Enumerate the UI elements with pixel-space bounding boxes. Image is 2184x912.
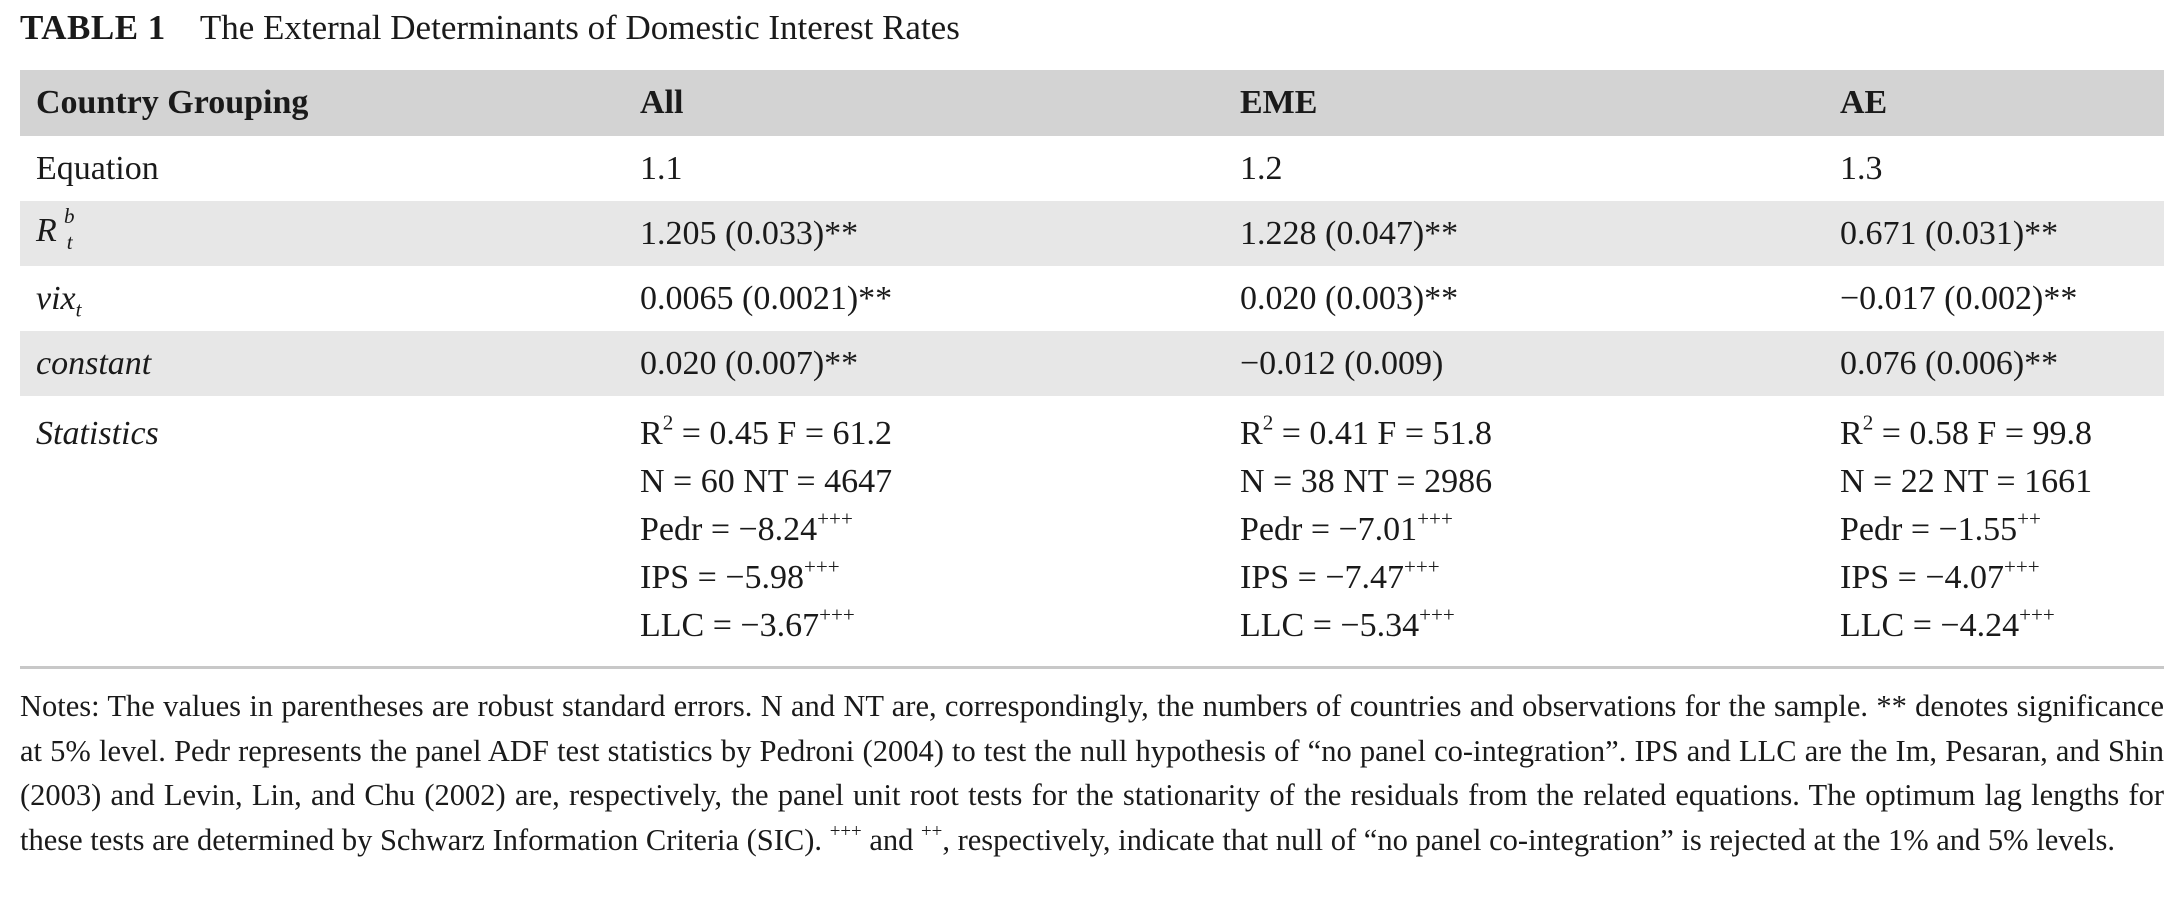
stat-pedr: Pedr = −7.01+++	[1240, 506, 1453, 548]
stat-ips: IPS = −5.98+++	[640, 554, 840, 596]
cell-vix-all: 0.0065 (0.0021)**	[640, 279, 893, 317]
stat-n-nt: N = 60 NT = 4647	[640, 463, 893, 500]
table-row-constant: constant 0.020 (0.007)** −0.012 (0.009) …	[20, 331, 2164, 396]
stat-llc: LLC = −3.67+++	[640, 602, 855, 644]
stat-n-nt: N = 38 NT = 2986	[1240, 463, 1493, 500]
cell-equation-ae: 1.3	[1840, 149, 1883, 187]
table-bottom-rule	[20, 666, 2164, 669]
results-table: Country Grouping All EME AE Equation 1.1…	[20, 70, 2164, 662]
stat-ips: IPS = −7.47+++	[1240, 554, 1440, 596]
table-row-statistics: Statistics R2 = 0.45 F = 61.2 N = 60 NT …	[20, 396, 2164, 662]
row-label-statistics: Statistics	[36, 415, 159, 452]
header-eme: EME	[1240, 70, 1840, 136]
cell-equation-all: 1.1	[640, 149, 683, 187]
header-country-grouping: Country Grouping	[20, 70, 640, 136]
cell-constant-eme: −0.012 (0.009)	[1240, 331, 1840, 396]
cell-statistics-ae: R2 = 0.58 F = 99.8 N = 22 NT = 1661 Pedr…	[1840, 396, 2164, 662]
cell-vix-ae: −0.017 (0.002)**	[1840, 279, 2078, 317]
table-caption: TABLE 1 The External Determinants of Dom…	[20, 0, 2164, 56]
table-row-equation: Equation 1.1 1.2 1.3	[20, 136, 2164, 201]
table-header-row: Country Grouping All EME AE	[20, 70, 2164, 136]
table-number: TABLE 1	[20, 8, 166, 47]
row-label-vix: vixt	[36, 279, 82, 321]
stat-n-nt: N = 22 NT = 1661	[1840, 463, 2093, 500]
table-figure: TABLE 1 The External Determinants of Dom…	[20, 0, 2164, 857]
cell-statistics-eme: R2 = 0.41 F = 51.8 N = 38 NT = 2986 Pedr…	[1240, 396, 1840, 662]
stat-r2-f: R2 = 0.41 F = 51.8	[1240, 410, 1492, 452]
stat-r2-f: R2 = 0.58 F = 99.8	[1840, 410, 2092, 452]
header-ae: AE	[1840, 70, 2164, 136]
cell-vix-eme: 0.020 (0.003)**	[1240, 279, 1459, 317]
stat-pedr: Pedr = −1.55++	[1840, 506, 2041, 548]
row-label-equation: Equation	[36, 149, 159, 187]
cell-rbt-ae: 0.671 (0.031)**	[1840, 201, 2164, 266]
table-row-vix: vixt 0.0065 (0.0021)** 0.020 (0.003)** −…	[20, 266, 2164, 331]
stat-ips: IPS = −4.07+++	[1840, 554, 2040, 596]
row-label-constant: constant	[20, 331, 640, 396]
stat-r2-f: R2 = 0.45 F = 61.2	[640, 410, 892, 452]
stat-llc: LLC = −5.34+++	[1240, 602, 1455, 644]
table-notes: Notes: The values in parentheses are rob…	[20, 689, 2164, 857]
stat-pedr: Pedr = −8.24+++	[640, 506, 853, 548]
table-title: The External Determinants of Domestic In…	[199, 8, 960, 47]
cell-constant-all: 0.020 (0.007)**	[640, 331, 1240, 396]
stat-llc: LLC = −4.24+++	[1840, 602, 2055, 644]
cell-constant-ae: 0.076 (0.006)**	[1840, 331, 2164, 396]
cell-rbt-all: 1.205 (0.033)**	[640, 201, 1240, 266]
cell-statistics-all: R2 = 0.45 F = 61.2 N = 60 NT = 4647 Pedr…	[640, 396, 1240, 662]
cell-rbt-eme: 1.228 (0.047)**	[1240, 201, 1840, 266]
header-all: All	[640, 70, 1240, 136]
cell-equation-eme: 1.2	[1240, 149, 1283, 187]
